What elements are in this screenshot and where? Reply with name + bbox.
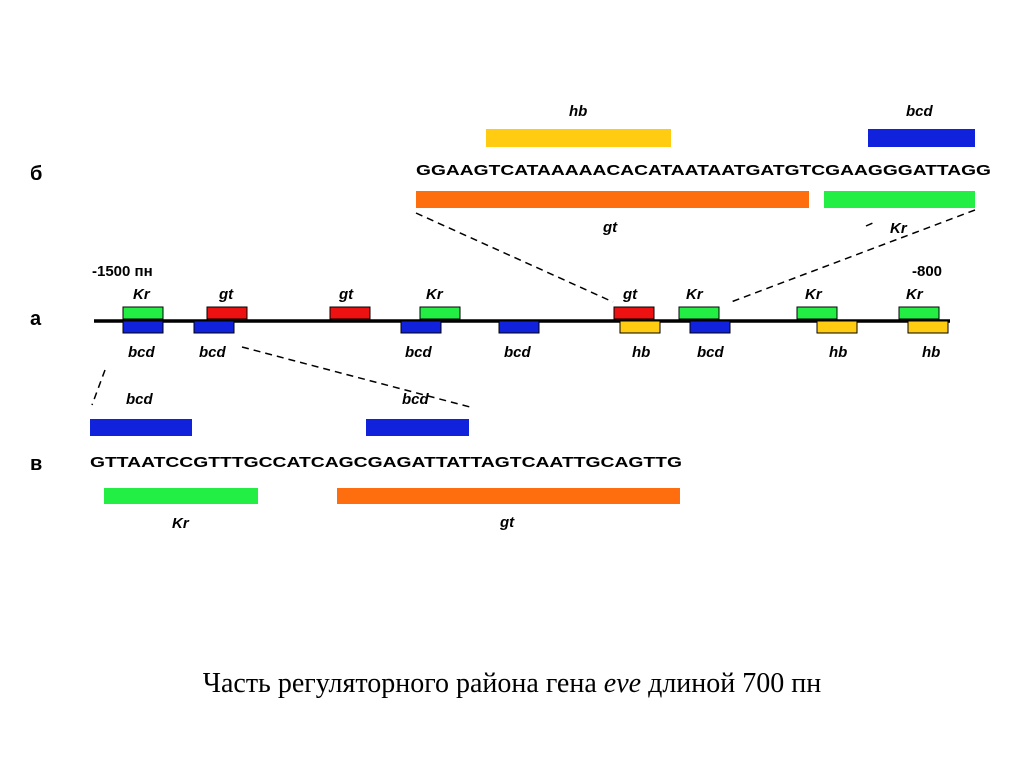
bcd-site-below-3 xyxy=(400,320,442,334)
bcd-site-label-below-2: bcd xyxy=(199,344,227,361)
hb-site-below-7 xyxy=(816,320,858,334)
figure-caption: Часть регуляторного района гена eve длин… xyxy=(0,668,1024,700)
bcd-site-below-2 xyxy=(193,320,235,334)
caption-text: Часть регуляторного района гена xyxy=(202,668,604,699)
panel-letter-b: б xyxy=(30,163,42,185)
kr-site-above-6 xyxy=(678,306,720,320)
kr-site-above-4 xyxy=(419,306,461,320)
kr-site-label-above-7: Kr xyxy=(805,286,823,303)
gt-site-label-above-2: gt xyxy=(218,286,234,303)
kr-label-c: Kr xyxy=(172,515,190,532)
caption-text-end: длиной 700 пн xyxy=(641,668,822,699)
right-coordinate: -800 xyxy=(912,263,942,280)
connector-c-left xyxy=(91,369,106,406)
kr-site-above-1 xyxy=(122,306,164,320)
connector-b-left xyxy=(415,212,614,303)
connector-c-right xyxy=(241,346,471,408)
kr-site-above-7 xyxy=(796,306,838,320)
kr-site-label-above-6: Kr xyxy=(686,286,704,303)
gt-site-label-above-3: gt xyxy=(338,286,354,303)
panel-letter-a: а xyxy=(30,308,42,330)
kr-bar-b xyxy=(824,191,975,208)
hb-site-below-8 xyxy=(907,320,949,334)
kr-site-above-8 xyxy=(898,306,940,320)
gt-bar-b xyxy=(416,191,809,208)
zoom-connectors xyxy=(91,209,976,408)
bcd-site-below-1 xyxy=(122,320,164,334)
caption-gene: eve xyxy=(603,668,642,699)
kr-site-label-above-1: Kr xyxy=(133,286,151,303)
bcd-site-label-below-1: bcd xyxy=(128,344,156,361)
kr-site-label-above-4: Kr xyxy=(426,286,444,303)
gt-site-above-5 xyxy=(613,306,655,320)
bcd-label-c-left: bcd xyxy=(126,391,154,408)
binding-sites-below: bcd bcd bcd bcd hb bcd hb hb xyxy=(122,320,949,361)
bcd-site-below-6 xyxy=(689,320,731,334)
hb-site-below-5 xyxy=(619,320,661,334)
hb-label-b: hb xyxy=(569,103,587,120)
bcd-bar-c-left xyxy=(90,419,192,436)
gt-bar-c xyxy=(337,488,680,504)
kr-label-b: Kr xyxy=(890,220,908,237)
gt-label-c: gt xyxy=(499,514,515,531)
connector-tick-b xyxy=(865,221,876,227)
bcd-site-label-below-3: bcd xyxy=(405,344,433,361)
bcd-site-label-below-4: bcd xyxy=(504,344,532,361)
binding-sites-above: Kr gt gt Kr gt Kr Kr Kr xyxy=(122,286,940,320)
panel-letter-c: в xyxy=(30,453,42,475)
kr-bar-c xyxy=(104,488,258,504)
hb-site-label-below-7: hb xyxy=(829,344,847,361)
bcd-site-below-4 xyxy=(498,320,540,334)
gt-label-b: gt xyxy=(602,219,618,236)
connector-b-right xyxy=(730,209,976,303)
hb-site-label-below-5: hb xyxy=(632,344,650,361)
bcd-bar-c-right xyxy=(366,419,469,436)
gt-site-label-above-5: gt xyxy=(622,286,638,303)
sequence-b: GGAAGTCATAAAAACACATAATAATGATGTCGAAGGGATT… xyxy=(416,162,991,179)
bcd-label-b: bcd xyxy=(906,103,934,120)
kr-site-label-above-8: Kr xyxy=(906,286,924,303)
hb-bar-b xyxy=(486,129,671,147)
bcd-bar-b xyxy=(868,129,975,147)
sequence-c: GTTAATCCGTTTGCCATCAGCGAGATTATTAGTCAATTGC… xyxy=(90,454,682,471)
left-coordinate: -1500 пн xyxy=(92,263,153,280)
gt-site-above-2 xyxy=(206,306,248,320)
bcd-site-label-below-6: bcd xyxy=(697,344,725,361)
gt-site-above-3 xyxy=(329,306,371,320)
hb-site-label-below-8: hb xyxy=(922,344,940,361)
bcd-label-c-right: bcd xyxy=(402,391,430,408)
